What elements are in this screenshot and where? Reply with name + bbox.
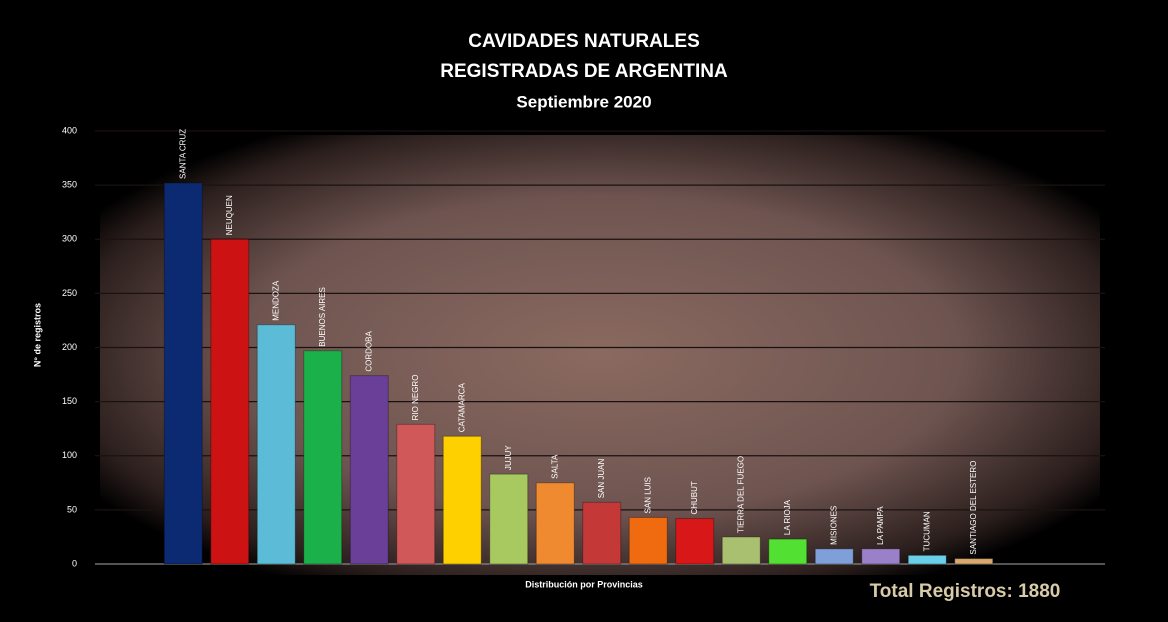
bar (163, 182, 203, 565)
category-label: LA PAMPA (876, 506, 885, 545)
bar (303, 350, 343, 565)
y-tick-label: 350 (62, 180, 77, 190)
category-label: CHUBUT (690, 481, 699, 514)
category-label: NEUQUEN (225, 195, 234, 235)
category-label: SALTA (550, 454, 559, 479)
category-label: SAN JUAN (597, 459, 606, 499)
bar (954, 558, 994, 565)
category-label: LA RIOJA (783, 499, 792, 535)
y-tick-label: 0 (72, 558, 77, 568)
bar (768, 538, 808, 565)
category-label: MENDOZA (271, 280, 280, 321)
plot-background (100, 135, 1100, 575)
total-annotation: Total Registros: 1880 (870, 581, 1061, 602)
y-tick-label: 300 (62, 234, 77, 244)
category-label: CATAMARCA (457, 383, 466, 433)
category-label: MISIONES (829, 506, 838, 545)
x-axis-label: Distribución por Provincias (525, 579, 643, 589)
y-tick-label: 50 (67, 504, 77, 514)
y-tick-label: 100 (62, 450, 77, 460)
y-tick-label: 400 (62, 125, 77, 135)
bar (907, 554, 947, 565)
bar (721, 536, 761, 565)
category-label: TIERRA DEL FUEGO (736, 456, 745, 533)
bar (675, 518, 715, 565)
bar (256, 324, 296, 565)
title-group: CAVIDADES NATURALES REGISTRADAS DE ARGENT… (440, 31, 728, 82)
chart-title: REGISTRADAS DE ARGENTINA (440, 61, 728, 82)
bar (628, 516, 668, 565)
category-label: TUCUMAN (922, 511, 931, 551)
bar (489, 473, 529, 565)
y-tick-label: 250 (62, 288, 77, 298)
chart-title: CAVIDADES NATURALES (468, 31, 700, 52)
y-tick-label: 200 (62, 342, 77, 352)
category-label: CORDOBA (364, 331, 373, 372)
y-axis-label: N° de registros (32, 303, 42, 367)
bar (442, 435, 482, 565)
bar (535, 482, 575, 565)
category-label: SANTIAGO DEL ESTERO (969, 461, 978, 555)
bar (349, 375, 389, 565)
category-label: SANTA CRUZ (178, 129, 187, 179)
chart-subtitle: Septiembre 2020 (516, 92, 651, 111)
category-label: JUJUY (504, 445, 513, 471)
bar (396, 423, 436, 565)
category-label: SAN LUIS (643, 477, 652, 513)
bar (814, 548, 854, 565)
bar (582, 501, 622, 565)
y-tick-label: 150 (62, 396, 77, 406)
category-label: BUENOS AIRES (318, 287, 327, 347)
bar (210, 238, 250, 565)
category-label: RIO NEGRO (411, 375, 420, 421)
bar (861, 548, 901, 565)
